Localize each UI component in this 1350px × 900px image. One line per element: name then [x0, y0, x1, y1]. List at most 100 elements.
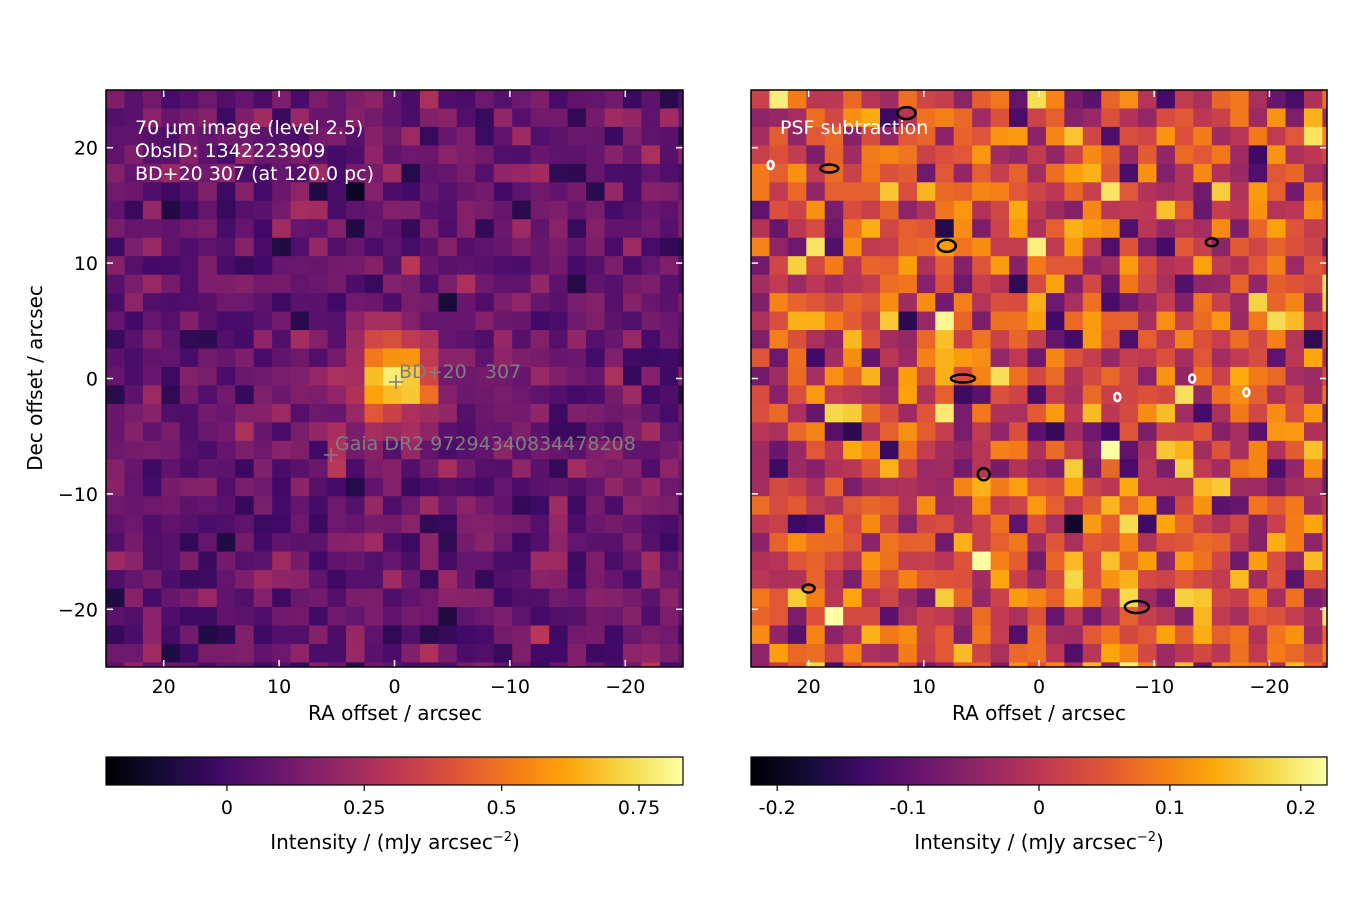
left-cell [512, 182, 532, 202]
right-cell [1211, 662, 1231, 667]
left-cell [106, 459, 126, 479]
right-cell [935, 422, 955, 442]
left-cell [512, 200, 532, 220]
left-cell [678, 477, 683, 497]
left-cell [142, 348, 162, 368]
right-cell [806, 126, 826, 146]
left-cell [179, 330, 199, 350]
left-cell [401, 459, 421, 479]
left-cell [235, 348, 255, 368]
right-cell [1064, 145, 1084, 165]
left-cell [678, 533, 683, 553]
right-cell [1174, 126, 1194, 146]
left-cell [401, 348, 421, 368]
right-cell [861, 422, 881, 442]
right-cell [916, 274, 936, 294]
right-cell [972, 440, 992, 460]
right-cell [880, 311, 900, 331]
right-cell [787, 237, 807, 257]
left-cell [401, 163, 421, 183]
right-cell [1322, 459, 1327, 479]
right-cell [824, 496, 844, 516]
right-cell [1303, 219, 1323, 239]
left-cell [678, 496, 683, 516]
right-cell [1285, 200, 1305, 220]
right-cell [880, 182, 900, 202]
left-cell [382, 496, 403, 516]
right-heatmap-cells [751, 90, 1327, 667]
left-cell [586, 422, 606, 442]
right-cell [843, 606, 863, 627]
right-cell [1322, 662, 1327, 667]
x-tick-label: −10 [1134, 676, 1174, 698]
right-cell [1193, 366, 1213, 387]
right-cell [806, 182, 826, 202]
left-cell [512, 496, 532, 516]
left-cell [290, 496, 310, 516]
left-cell [179, 145, 199, 165]
right-cell [806, 219, 826, 239]
left-cell [253, 108, 273, 128]
left-cell [604, 477, 624, 497]
left-cell [419, 163, 439, 183]
left-cell [253, 274, 273, 294]
left-cell [142, 422, 162, 442]
right-cell [824, 662, 844, 667]
right-cell [953, 200, 973, 220]
right-cell [1174, 477, 1194, 497]
left-cell [493, 256, 513, 276]
right-cell [1138, 348, 1158, 368]
left-cell [604, 403, 624, 423]
right-cell [972, 496, 992, 516]
right-cell [1027, 311, 1047, 331]
right-cell [1156, 643, 1176, 663]
contour [801, 583, 816, 594]
right-cell [1230, 643, 1250, 663]
right-cell [861, 330, 881, 350]
left-cell [493, 330, 513, 350]
right-cell [861, 643, 881, 663]
right-cell [1027, 606, 1047, 627]
right-cell [843, 422, 863, 442]
right-cell [1285, 403, 1305, 423]
right-cell [1174, 662, 1194, 667]
left-cell [659, 182, 679, 202]
left-cell [161, 200, 181, 220]
left-cell [586, 145, 606, 165]
right-cell [935, 385, 955, 405]
left-cell [235, 385, 255, 405]
left-cell [198, 496, 218, 516]
right-cell [1101, 496, 1121, 516]
left-cell [586, 385, 606, 405]
right-cell [1156, 311, 1176, 331]
left-cell [327, 366, 347, 387]
left-cell [216, 440, 236, 460]
colorbar-tick-label: 0.25 [343, 797, 385, 819]
right-cell [1027, 643, 1047, 663]
right-cell [1303, 477, 1323, 497]
left-cell [530, 625, 550, 645]
right-cell [751, 330, 771, 350]
right-cell [769, 200, 789, 220]
right-cell [769, 643, 789, 663]
left-cell [216, 403, 236, 423]
right-cell [1211, 330, 1231, 350]
left-cell [382, 385, 403, 405]
right-cell [1174, 514, 1194, 534]
left-cell [475, 496, 495, 516]
left-cell [456, 145, 476, 165]
right-cell [1174, 274, 1194, 294]
left-cell [604, 625, 624, 645]
right-cell [843, 182, 863, 202]
right-cell [916, 108, 936, 128]
right-cell [1193, 643, 1213, 663]
right-cell [861, 237, 881, 257]
right-cell [824, 533, 844, 553]
right-cell [1303, 422, 1323, 442]
right-cell [861, 459, 881, 479]
left-cell [567, 311, 587, 331]
right-cell [1322, 366, 1327, 387]
right-cell [751, 348, 771, 368]
right-cell [843, 90, 863, 110]
left-cell [142, 643, 162, 663]
